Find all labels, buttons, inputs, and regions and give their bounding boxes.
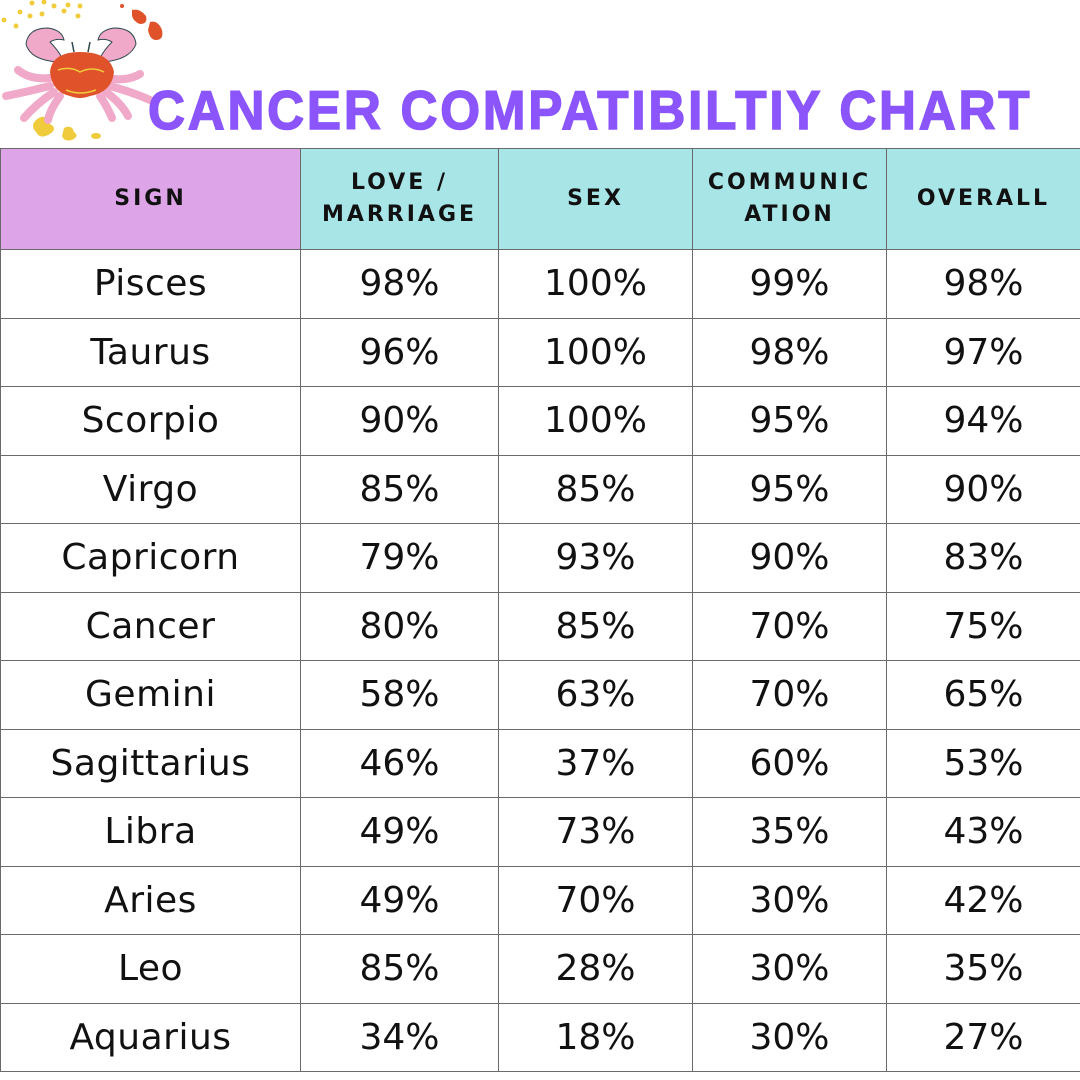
table-row: Scorpio 90% 100% 95% 94% xyxy=(0,386,1080,456)
sex-cell: 73% xyxy=(498,797,693,867)
sex-cell: 28% xyxy=(498,934,693,1004)
sign-cell: Pisces xyxy=(0,249,301,319)
love-cell: 34% xyxy=(300,1002,499,1072)
sex-cell: 63% xyxy=(498,660,693,730)
sex-cell: 100% xyxy=(498,317,693,387)
table-row: Aquarius 34% 18% 30% 27% xyxy=(0,1002,1080,1072)
sign-cell: Gemini xyxy=(0,660,301,730)
table-row: Sagittarius 46% 37% 60% 53% xyxy=(0,728,1080,798)
communication-cell: 98% xyxy=(692,317,887,387)
love-cell: 49% xyxy=(300,797,499,867)
table-row: Libra 49% 73% 35% 43% xyxy=(0,797,1080,867)
table-row: Cancer 80% 85% 70% 75% xyxy=(0,591,1080,661)
communication-cell: 90% xyxy=(692,523,887,593)
page-title: CANCER COMPATIBILTIY CHART xyxy=(147,79,1033,141)
sign-cell: Virgo xyxy=(0,454,301,524)
sign-cell: Sagittarius xyxy=(0,728,301,798)
love-cell: 49% xyxy=(300,865,499,935)
love-cell: 96% xyxy=(300,317,499,387)
sex-cell: 37% xyxy=(498,728,693,798)
overall-cell: 90% xyxy=(886,454,1080,524)
sex-cell: 93% xyxy=(498,523,693,593)
sign-cell: Aquarius xyxy=(0,1002,301,1072)
overall-cell: 98% xyxy=(886,249,1080,319)
sign-cell: Capricorn xyxy=(0,523,301,593)
communication-cell: 99% xyxy=(692,249,887,319)
overall-cell: 75% xyxy=(886,591,1080,661)
overall-cell: 94% xyxy=(886,386,1080,456)
table-header-row: SIGN LOVE / MARRIAGE SEX COMMUNICATION O… xyxy=(0,148,1080,250)
communication-cell: 70% xyxy=(692,591,887,661)
column-header-overall: OVERALL xyxy=(886,148,1080,250)
sex-cell: 70% xyxy=(498,865,693,935)
overall-cell: 65% xyxy=(886,660,1080,730)
table-row: Aries 49% 70% 30% 42% xyxy=(0,865,1080,935)
communication-cell: 95% xyxy=(692,454,887,524)
sex-cell: 85% xyxy=(498,591,693,661)
love-cell: 85% xyxy=(300,454,499,524)
love-cell: 58% xyxy=(300,660,499,730)
column-header-label: SEX xyxy=(567,186,624,211)
sex-cell: 18% xyxy=(498,1002,693,1072)
love-cell: 79% xyxy=(300,523,499,593)
table-row: Capricorn 79% 93% 90% 83% xyxy=(0,523,1080,593)
column-header-label: COMMUNICATION xyxy=(707,170,872,227)
table-row: Virgo 85% 85% 95% 90% xyxy=(0,454,1080,524)
overall-cell: 42% xyxy=(886,865,1080,935)
table-row: Taurus 96% 100% 98% 97% xyxy=(0,317,1080,387)
sex-cell: 85% xyxy=(498,454,693,524)
love-cell: 90% xyxy=(300,386,499,456)
table-row: Pisces 98% 100% 99% 98% xyxy=(0,249,1080,319)
sign-cell: Libra xyxy=(0,797,301,867)
table-row: Gemini 58% 63% 70% 65% xyxy=(0,660,1080,730)
communication-cell: 30% xyxy=(692,934,887,1004)
overall-cell: 27% xyxy=(886,1002,1080,1072)
sign-cell: Leo xyxy=(0,934,301,1004)
communication-cell: 35% xyxy=(692,797,887,867)
column-header-label: LOVE / MARRIAGE xyxy=(321,170,478,227)
column-header-love-marriage: LOVE / MARRIAGE xyxy=(300,148,499,250)
communication-cell: 30% xyxy=(692,1002,887,1072)
column-header-sex: SEX xyxy=(498,148,693,250)
overall-cell: 97% xyxy=(886,317,1080,387)
communication-cell: 60% xyxy=(692,728,887,798)
compatibility-table: SIGN LOVE / MARRIAGE SEX COMMUNICATION O… xyxy=(0,148,1080,1072)
column-header-sign: SIGN xyxy=(0,148,301,250)
overall-cell: 35% xyxy=(886,934,1080,1004)
sign-cell: Aries xyxy=(0,865,301,935)
sex-cell: 100% xyxy=(498,386,693,456)
sign-cell: Cancer xyxy=(0,591,301,661)
communication-cell: 70% xyxy=(692,660,887,730)
communication-cell: 30% xyxy=(692,865,887,935)
column-header-label: OVERALL xyxy=(916,186,1051,211)
overall-cell: 43% xyxy=(886,797,1080,867)
sign-cell: Scorpio xyxy=(0,386,301,456)
love-cell: 98% xyxy=(300,249,499,319)
table-row: Leo 85% 28% 30% 35% xyxy=(0,934,1080,1004)
crab-icon xyxy=(1,0,163,141)
header: CANCER COMPATIBILTIY CHART xyxy=(0,0,1080,148)
column-header-label: SIGN xyxy=(114,186,187,211)
sign-cell: Taurus xyxy=(0,317,301,387)
communication-cell: 95% xyxy=(692,386,887,456)
overall-cell: 53% xyxy=(886,728,1080,798)
love-cell: 80% xyxy=(300,591,499,661)
overall-cell: 83% xyxy=(886,523,1080,593)
sex-cell: 100% xyxy=(498,249,693,319)
column-header-communication: COMMUNICATION xyxy=(692,148,887,250)
love-cell: 46% xyxy=(300,728,499,798)
love-cell: 85% xyxy=(300,934,499,1004)
